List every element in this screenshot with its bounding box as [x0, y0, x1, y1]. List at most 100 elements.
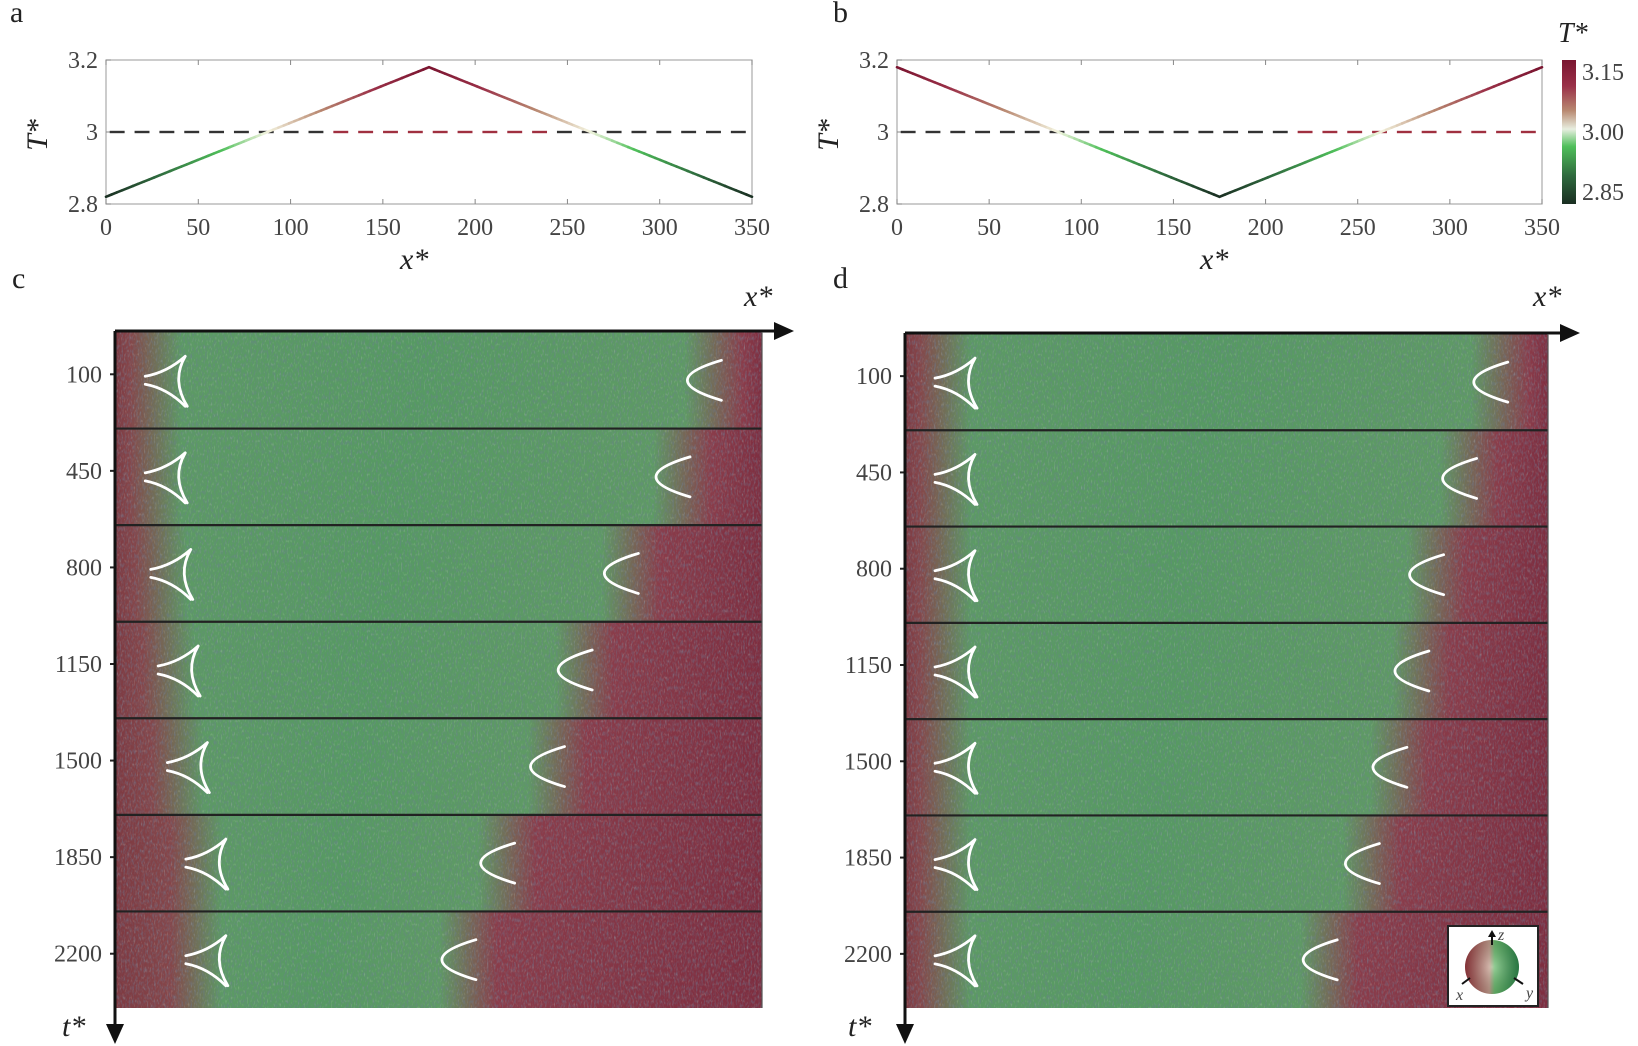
x-tick-label: 100: [273, 215, 309, 241]
snapshot-row: 1150: [55, 620, 762, 719]
defect-marker-right: [557, 648, 594, 692]
defect-marker-left: [933, 356, 979, 410]
t-arrowhead-icon: [896, 1024, 914, 1044]
defect-marker-left: [184, 934, 230, 988]
defect-marker-left: [184, 837, 230, 891]
chart-b: 0 50 100 150 200 250 300 350 2.8 3 3.2: [859, 48, 1560, 241]
defect-marker-right: [1408, 553, 1445, 597]
x-tick-label: 250: [549, 215, 585, 241]
texture-noise: [906, 334, 1548, 431]
texture-noise: [116, 525, 762, 622]
x-axis-label-d: x*: [1533, 280, 1562, 313]
colorbar-title: T*: [1558, 18, 1588, 49]
x-axis-arrow-inset: [1461, 977, 1471, 985]
texture-noise: [116, 332, 762, 429]
panel-right-edge: [761, 332, 763, 1008]
t-tick-label: 800: [66, 555, 102, 581]
snapshot-row: 1150: [845, 621, 1548, 720]
defect-marker-right: [1472, 360, 1510, 404]
texture-noise: [906, 430, 1548, 527]
snapshot-row: 800: [66, 524, 762, 622]
x-arrowhead-icon: [774, 322, 794, 340]
snapshot-row: 1850: [54, 813, 762, 912]
chart-a: 0 50 100 150 200 250 300 350 2.8 3 3.2: [68, 48, 770, 241]
snapshot-row: 800: [856, 525, 1548, 623]
texture-noise: [116, 718, 762, 815]
defect-marker-right: [1393, 649, 1431, 693]
defect-marker-left: [933, 549, 979, 603]
defect-marker-right: [1344, 842, 1381, 885]
snapshot-row: 2200: [844, 910, 1548, 1008]
defect-marker-right: [654, 455, 692, 499]
texture-noise: [906, 815, 1548, 912]
sphere-shading: [1465, 940, 1519, 994]
x-tick-label: 250: [1340, 215, 1376, 241]
x-axis-label-c: x*: [744, 280, 773, 313]
series-line-segment: [745, 193, 754, 199]
axis-label-x: x: [1455, 987, 1463, 1004]
y-tick-label: 3.2: [859, 48, 889, 74]
t-arrowhead-icon: [106, 1024, 124, 1044]
plot-frame: [896, 59, 1543, 205]
defect-marker-right: [440, 938, 478, 982]
xlabel-a: x*: [400, 243, 429, 276]
panel-label-c: c: [12, 262, 26, 295]
colorbar-tick-label: 3.15: [1582, 60, 1624, 86]
panel-label-d: d: [833, 262, 848, 295]
defect-marker-left: [165, 741, 211, 794]
t-tick-label: 450: [66, 459, 102, 485]
x-tick-label: 50: [186, 215, 210, 241]
t-tick-label: 1150: [845, 653, 892, 679]
snapshot-row: 450: [856, 429, 1548, 527]
orientation-legend: x y z: [1447, 925, 1539, 1007]
snapshot-row: 450: [66, 427, 762, 526]
t-axis-label-d: t*: [848, 1010, 872, 1043]
snapshot-panel-c: 100 450 800 1150 1500 1850 2200: [54, 322, 794, 1044]
xlabel-b: x*: [1200, 243, 1229, 276]
t-tick-label: 2200: [844, 942, 892, 968]
panel-label-b: b: [833, 0, 848, 29]
t-tick-label: 1500: [844, 749, 892, 775]
series-line-segment: [1535, 65, 1544, 71]
x-tick-label: 350: [1524, 215, 1560, 241]
texture-noise: [906, 719, 1548, 816]
defect-marker-right: [1371, 745, 1409, 789]
x-tick-label: 50: [977, 215, 1001, 241]
texture-noise: [116, 911, 762, 1008]
defect-marker-right: [479, 841, 517, 885]
x-tick-label: 0: [100, 215, 112, 241]
texture-noise: [906, 622, 1548, 720]
defect-marker-left: [933, 453, 979, 506]
panel-label-a: a: [10, 0, 24, 29]
t-tick-label: 100: [856, 364, 892, 390]
colorbar-tick-label: 3.00: [1582, 120, 1624, 146]
defect-marker-right: [686, 358, 723, 402]
y-tick-label: 3.2: [68, 48, 98, 74]
panel-right-edge: [1547, 334, 1549, 1008]
snapshot-row: 2200: [54, 910, 762, 1008]
axis-label-z: z: [1497, 927, 1505, 944]
defect-marker-left: [933, 838, 979, 891]
t-tick-label: 1500: [54, 749, 102, 775]
defect-marker-right: [529, 745, 566, 788]
z-arrowhead-icon: [1488, 930, 1496, 937]
snapshot-row: 100: [66, 332, 762, 429]
y-tick-label: 2.8: [68, 192, 98, 218]
axis-label-y: y: [1524, 985, 1534, 1002]
defect-marker-left: [933, 645, 979, 699]
x-arrowhead-icon: [1560, 324, 1580, 342]
colorbar: 3.15 3.00 2.85: [1562, 60, 1624, 206]
t-axis-label-c: t*: [62, 1010, 86, 1043]
t-tick-label: 1150: [55, 652, 102, 678]
defect-marker-left: [143, 354, 189, 408]
x-tick-label: 300: [1432, 215, 1468, 241]
defect-marker-right: [603, 552, 640, 595]
y-tick-label: 3: [86, 120, 98, 146]
colorbar-tick-label: 2.85: [1582, 180, 1624, 206]
texture-noise: [116, 814, 762, 912]
ylabel-b: T*: [811, 119, 845, 151]
texture-noise: [116, 428, 762, 526]
x-tick-label: 350: [734, 215, 770, 241]
defect-marker-left: [156, 644, 202, 698]
